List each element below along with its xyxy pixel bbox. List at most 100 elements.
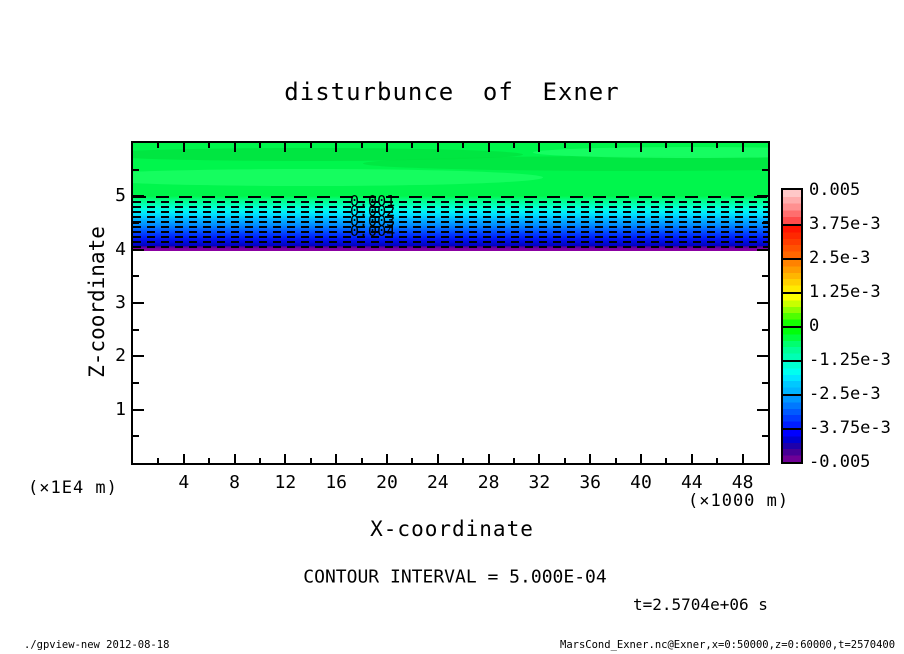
x-axis-tick <box>259 143 261 148</box>
y-axis-tick <box>757 355 768 358</box>
colorbar-tick-label: -0.005 <box>809 452 871 472</box>
x-tick-label: 32 <box>528 472 551 493</box>
y-axis-tick <box>133 355 144 358</box>
x-axis-tick <box>538 143 541 152</box>
colorbar-tick-label: -2.5e-3 <box>809 384 881 404</box>
x-axis-tick <box>335 454 338 463</box>
x-axis-tick <box>360 143 363 148</box>
x-axis-title: X-coordinate <box>370 517 534 541</box>
x-axis-tick <box>233 454 236 463</box>
x-axis-tick <box>386 143 388 152</box>
x-axis-tick <box>309 458 312 463</box>
x-axis-tick <box>284 454 287 463</box>
y-axis-tick <box>762 328 768 331</box>
x-axis-tick <box>436 454 439 463</box>
contour-line <box>133 206 768 208</box>
green-anomaly-streak <box>133 169 543 186</box>
x-axis-tick <box>640 454 642 463</box>
y-axis-tick <box>762 435 768 438</box>
x-axis-tick <box>386 454 388 463</box>
x-axis-tick <box>538 454 541 463</box>
x-axis-tick <box>741 454 744 463</box>
colorbar-segment <box>783 360 801 394</box>
colorbar <box>781 188 803 464</box>
x-axis-tick <box>589 454 592 463</box>
x-tick-label: 36 <box>579 472 602 493</box>
y-axis-tick <box>762 275 768 278</box>
x-axis-tick <box>563 458 566 463</box>
x-axis-tick <box>411 143 414 148</box>
x-tick-label: 24 <box>426 472 449 493</box>
x-axis-tick <box>182 454 185 463</box>
x-axis-tick <box>157 458 160 463</box>
colorbar-segment <box>783 394 801 428</box>
y-axis-tick <box>133 248 144 251</box>
x-tick-label: 28 <box>477 472 500 493</box>
x-tick-label: 44 <box>680 472 703 493</box>
y-tick-label: 3 <box>115 292 126 313</box>
x-axis-tick <box>284 143 287 152</box>
y-tick-label: 4 <box>115 238 126 260</box>
y-axis-tick <box>133 195 144 198</box>
x-tick-label: 16 <box>325 472 348 493</box>
x-axis-tick <box>614 143 617 148</box>
x-axis-tick <box>233 143 236 152</box>
colorbar-tick-label: -1.25e-3 <box>809 350 891 370</box>
colorbar-tick-label: 3.75e-3 <box>809 214 881 234</box>
y-axis-tick <box>133 435 139 438</box>
x-axis-tick <box>614 458 617 463</box>
y-tick-label: 1 <box>115 398 126 420</box>
x-axis-tick <box>563 143 566 148</box>
plot-title: disturbunce of Exner <box>284 78 620 106</box>
x-axis-tick <box>716 143 719 148</box>
colorbar-tick-label: -3.75e-3 <box>809 418 891 438</box>
y-axis-tick <box>762 222 768 224</box>
contour-line <box>133 216 768 218</box>
x-axis-tick <box>259 458 261 463</box>
x-axis-tick <box>690 454 693 463</box>
footer-command-line: ./gpview-new 2012-08-18 <box>24 639 170 651</box>
y-axis-tick <box>133 168 139 171</box>
x-tick-label: 40 <box>630 472 652 493</box>
y-axis-tick <box>757 302 768 304</box>
contour-line <box>133 236 768 238</box>
x-axis-tick <box>157 143 160 148</box>
contour-line-label: 0.002 <box>350 202 396 220</box>
footer-file-info: MarsCond_Exner.nc@Exner,x=0:50000,z=0:60… <box>560 639 896 651</box>
colorbar-segment <box>783 428 801 462</box>
y-axis-tick <box>757 248 768 251</box>
x-axis-tick <box>462 143 465 148</box>
x-axis-tick <box>436 143 439 152</box>
x-axis-tick <box>487 143 490 152</box>
x-axis-tick <box>208 143 211 148</box>
x-tick-label: 8 <box>229 472 241 493</box>
x-axis-tick <box>487 454 490 463</box>
x-tick-label: 12 <box>274 472 297 493</box>
colorbar-tick-label: 2.5e-3 <box>809 248 871 268</box>
time-annotation: t=2.5704e+06 s <box>633 595 768 614</box>
y-tick-label: 5 <box>115 185 126 207</box>
y-axis-tick <box>133 275 139 278</box>
y-axis-tick <box>133 302 144 304</box>
y-axis-tick <box>133 222 139 224</box>
green-anomaly-streak <box>533 147 768 158</box>
contour-line-label: 0.001 <box>350 192 396 210</box>
x-axis-tick <box>690 143 693 152</box>
x-tick-label: 20 <box>376 472 398 493</box>
colorbar-segment <box>783 258 801 292</box>
y-axis-unit: (×1E4 m) <box>28 478 118 498</box>
y-axis-tick <box>757 195 768 198</box>
x-axis-tick <box>462 458 465 463</box>
x-axis-tick <box>208 458 211 463</box>
colorbar-tick-label: 1.25e-3 <box>809 282 881 302</box>
contour-line-label: 0.004 <box>350 222 396 240</box>
x-axis-tick <box>589 143 592 152</box>
x-axis-tick <box>182 143 185 152</box>
contour-line <box>133 201 768 203</box>
contour-line <box>133 226 768 228</box>
x-axis-tick <box>716 458 719 463</box>
y-axis-tick <box>757 408 768 411</box>
y-axis-tick <box>762 168 768 171</box>
x-axis-tick <box>665 458 668 463</box>
